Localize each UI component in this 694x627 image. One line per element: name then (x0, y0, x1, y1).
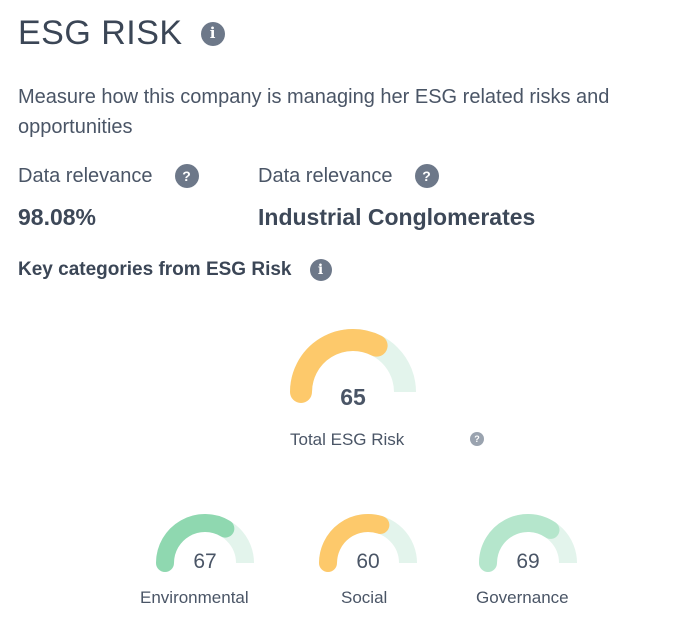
industry-value: Industrial Conglomerates (258, 204, 536, 230)
social-gauge-svg (319, 514, 417, 572)
header: ESG RISK i (18, 14, 225, 53)
gauge-fill (290, 329, 388, 403)
question-icon[interactable]: ? (414, 164, 439, 188)
total-esg-risk-gauge: 65 (283, 322, 423, 422)
gauge-fill (156, 514, 235, 572)
governance-label: Governance (476, 588, 569, 607)
question-icon[interactable]: ? (174, 164, 199, 188)
page-description: Measure how this company is managing her… (18, 86, 610, 138)
total-esg-risk-value: 65 (340, 384, 366, 410)
social-gauge: 60 (313, 508, 423, 586)
data-relevance-text: Data relevance (258, 164, 393, 187)
info-icon[interactable]: i (309, 259, 332, 281)
environmental-gauge-svg (156, 514, 254, 572)
governance-gauge-svg (479, 514, 577, 572)
gauge-fill (319, 514, 390, 572)
data-relevance-value: 98.08% (18, 204, 97, 230)
total-gauge-svg (290, 329, 416, 403)
governance-value: 69 (516, 550, 540, 573)
social-value: 60 (356, 550, 380, 573)
key-categories-title: Key categories from ESG Risk (18, 259, 292, 280)
data-relevance-label-2: Data relevance ? (258, 164, 439, 188)
page-title: ESG RISK (18, 14, 183, 52)
data-relevance-label-1: Data relevance ? (18, 164, 199, 188)
total-esg-risk-label: Total ESG Risk (290, 430, 405, 449)
gauge-fill (479, 514, 560, 572)
governance-gauge: 69 (473, 508, 583, 586)
environmental-gauge: 67 (150, 508, 260, 586)
info-icon[interactable]: i (200, 21, 225, 46)
data-relevance-text: Data relevance (18, 164, 153, 187)
environmental-value: 67 (193, 550, 217, 573)
environmental-label: Environmental (140, 588, 249, 607)
question-icon[interactable]: ? (470, 432, 484, 446)
social-label: Social (341, 588, 388, 607)
key-categories-heading: Key categories from ESG Risk i (18, 259, 332, 281)
